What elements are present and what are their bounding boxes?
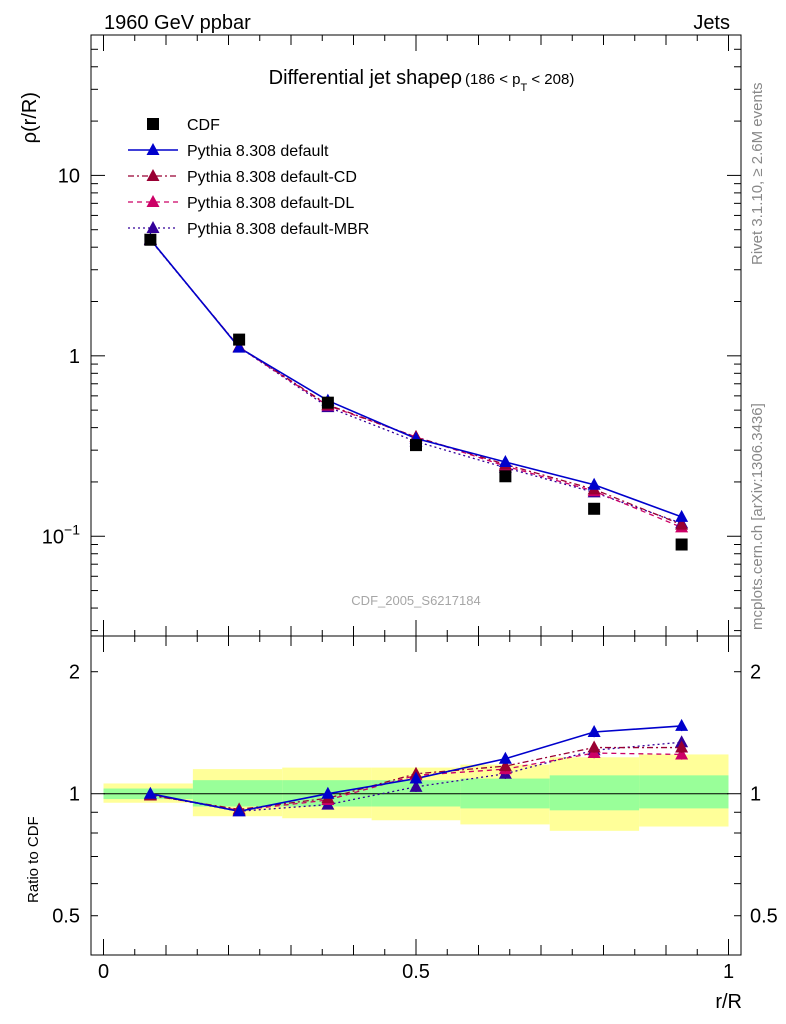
header-left: 1960 GeV ppbar [104,12,251,34]
watermark: CDF_2005_S6217184 [351,593,480,608]
chart-title-cut: (186 < pT < 208) [465,71,574,94]
ratio-point-default [321,786,335,799]
lower-y-tick-label-left: 0.5 [52,906,80,928]
lower-y-tick-label-right: 2 [750,662,761,684]
upper-point-cdf [675,538,688,551]
upper-y-axis-label: ρ(r/R) [19,92,41,143]
side-text-upper: Rivet 3.1.10, ≥ 2.6M events [749,83,766,266]
upper-y-tick-label-base: 1 [69,346,80,368]
ratio-band-inner [549,775,640,811]
lower-y-axis-label: Ratio to CDF [25,816,42,903]
legend-marker-dl [146,195,160,207]
ratio-point-default [409,771,423,784]
ratio-point-dl [675,747,689,760]
upper-point-cd [675,517,689,530]
legend-marker-mbr [146,221,160,233]
x-tick-label: 1 [723,961,734,983]
upper-y-tick-label: 1 [69,346,80,368]
legend-label-cdf: CDF [187,117,220,134]
title-cut-prefix: (186 < p [465,71,520,88]
ratio-point-default [232,804,246,817]
x-axis-label: r/R [715,991,742,1013]
ratio-point-cd [675,740,689,753]
upper-point-default [498,454,512,467]
title-cut-suffix: < 208) [527,71,574,88]
upper-line-default [149,238,682,518]
upper-point-default [232,340,246,353]
legend-marker-cd [146,169,160,181]
upper-y-tick-label-base: 10 [58,165,80,187]
ratio-point-mbr [409,779,423,792]
lower-y-tick-label-right: 1 [750,784,761,806]
lower-y-tick-label-right: 0.5 [750,906,778,928]
x-tick-label: 0.5 [402,961,430,983]
legend-label-cd: Pythia 8.308 default-CD [187,169,357,186]
upper-point-default [587,477,601,490]
lower-y-tick-label-left: 2 [69,662,80,684]
upper-point-default [675,509,689,522]
upper-point-cdf [410,439,422,452]
upper-point-cdf [321,396,334,409]
lower-y-tick-label-left: 1 [69,784,80,806]
upper-y-tick-label-base: 10 [42,526,64,548]
upper-line-dl [149,239,682,528]
ratio-point-default [498,751,512,764]
upper-y-tick-label-exponent: −1 [64,521,80,537]
header-right: Jets [693,12,730,34]
legend-label-mbr: Pythia 8.308 default-MBR [187,221,369,238]
ratio-band-inner [639,775,729,809]
upper-point-cdf [233,333,246,346]
legend-marker-default [146,143,160,155]
ratio-point-default [143,786,157,799]
upper-line-mbr [149,239,682,524]
title-cut-sub: T [520,82,527,94]
legend-label-dl: Pythia 8.308 default-DL [187,195,354,212]
legend: CDF Pythia 8.308 default Pythia 8.308 defa… [128,117,369,238]
x-tick-label: 0 [98,961,109,983]
upper-y-tick-label: 10 [58,165,80,187]
legend-label-default: Pythia 8.308 default [187,143,329,160]
upper-point-cdf [588,502,601,515]
ratio-point-default [675,718,689,731]
legend-marker-cdf [147,118,159,130]
upper-point-cdf [499,470,512,483]
side-text-lower: mcplots.cern.ch [arXiv:1306.3436] [749,403,766,630]
upper-y-tick-label: 10−1 [42,521,80,548]
ratio-point-cd [498,759,512,772]
chart-title-main: Differential jet shapeρ [269,67,462,89]
upper-point-cdf [144,233,157,246]
lower-panel: 2 2 1 1 0.5 0.5 0 0.5 1 [52,635,778,983]
upper-line-cd [149,239,682,526]
ratio-point-cd [587,740,601,753]
ratio-point-default [587,725,601,738]
